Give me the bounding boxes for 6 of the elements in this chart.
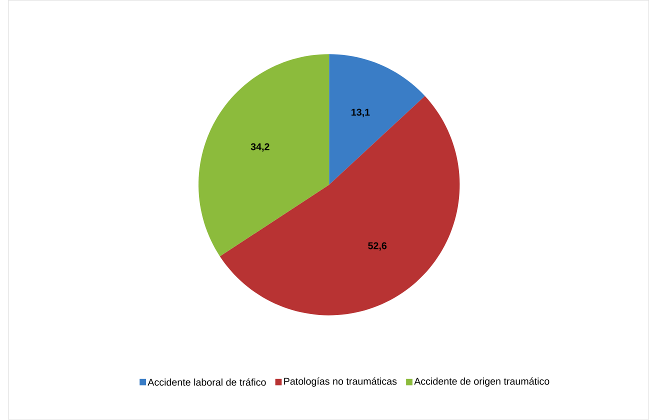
legend-label: Accidente laboral de tráfico: [148, 378, 266, 386]
legend-label: Accidente de origen traumático: [414, 378, 550, 387]
data-label: 52,6: [368, 242, 387, 251]
data-label: 34,2: [250, 143, 270, 152]
data-label: 13,1: [352, 108, 370, 118]
legend-label: Patologías no traumáticas: [284, 378, 397, 387]
